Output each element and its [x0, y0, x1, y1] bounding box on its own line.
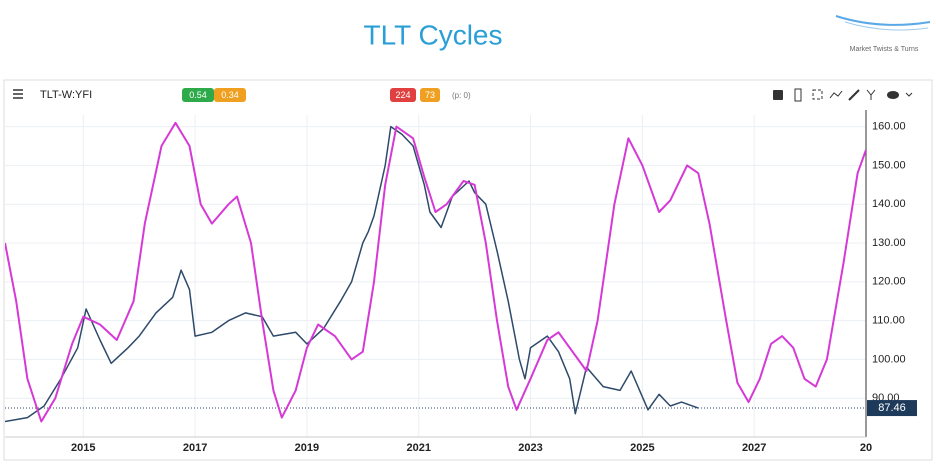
logo-swoosh: [844, 21, 929, 31]
y-tick-label: 110.00: [872, 315, 905, 327]
last-price-label: 87.46: [878, 402, 906, 414]
badge-text: 0.34: [221, 90, 239, 100]
badge-text: 224: [395, 90, 410, 100]
x-tick-label: 2021: [406, 442, 430, 454]
toolbar-icons[interactable]: [773, 88, 913, 102]
x-tick-label: 2015: [71, 442, 95, 454]
y-tick-label: 150.00: [872, 159, 906, 171]
badge-text: 0.54: [189, 90, 207, 100]
y-tick-label: 120.00: [872, 276, 906, 288]
badge-text: 73: [425, 90, 435, 100]
y-tick-label: 160.00: [872, 121, 906, 133]
x-tick-label: 2017: [183, 442, 207, 454]
chart-panel: [3, 79, 933, 461]
x-tick-label: 2023: [518, 442, 542, 454]
menu-icon[interactable]: [13, 89, 23, 99]
x-tick-label: 20: [860, 442, 872, 454]
y-tick-label: 140.00: [872, 198, 906, 210]
y-tick-label: 130.00: [872, 237, 906, 249]
x-tick-label: 2025: [630, 442, 654, 454]
logo-text: Market Twists & Turns: [850, 46, 919, 53]
last-price-box: [867, 400, 917, 417]
logo-swoosh: [835, 15, 931, 26]
badge: [182, 88, 214, 102]
x-tick-label: 2027: [742, 442, 766, 454]
series-line: [5, 121, 866, 423]
x-tick-label: 2019: [295, 442, 319, 454]
note: (p: 0): [452, 91, 471, 100]
symbol: TLT-W:YFI: [40, 89, 92, 101]
badge: [214, 88, 246, 102]
badge: [390, 88, 416, 102]
badge: [420, 88, 440, 102]
y-tick-label: 100.00: [872, 353, 906, 365]
series-line: [5, 125, 699, 423]
chart-title: TLT Cycles: [364, 19, 503, 50]
